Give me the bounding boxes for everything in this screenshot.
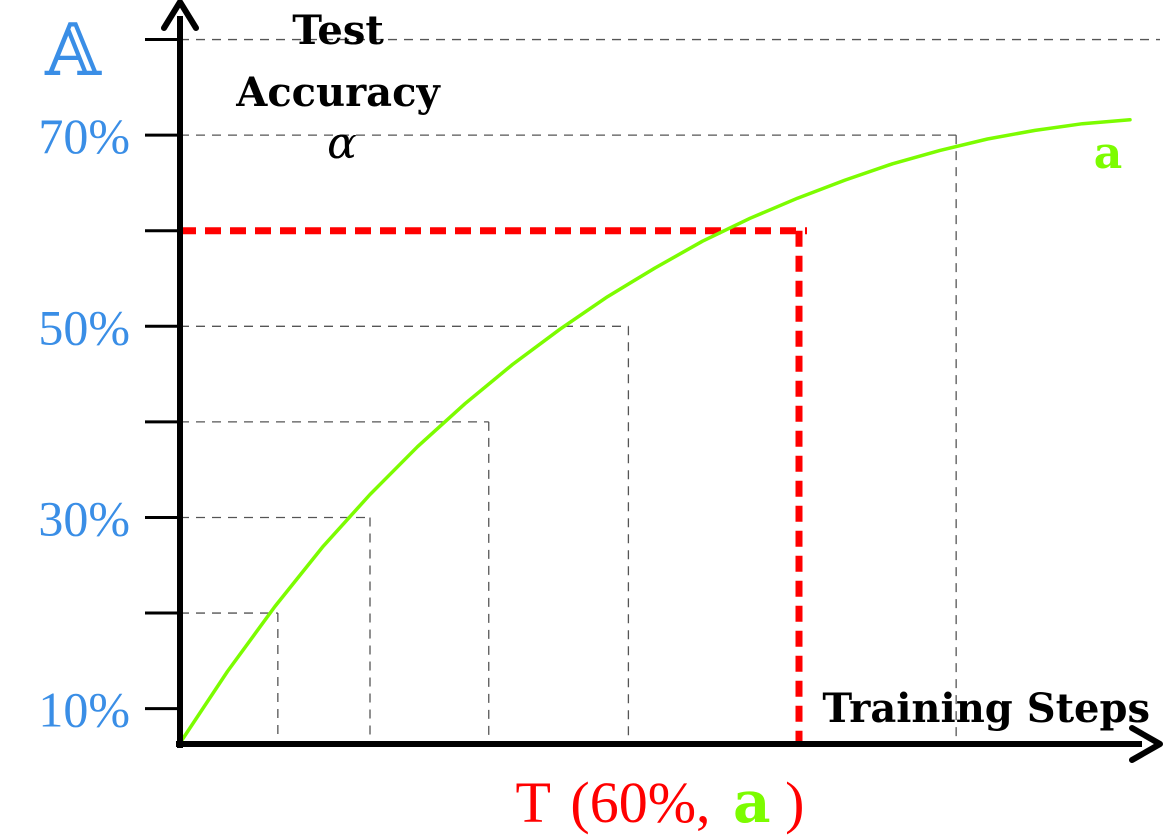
series-line-a: [178, 118, 1132, 745]
series-group: [178, 118, 1132, 745]
series-label-a: a: [1094, 128, 1123, 179]
x-axis-title: Training Steps: [822, 685, 1150, 732]
highlight-label-prefix: T: [516, 770, 551, 835]
highlight-label-suffix: ): [785, 770, 804, 835]
guide-lines: [180, 38, 1160, 744]
highlight-label: T (60%, a ): [516, 768, 805, 836]
y-axis-title-line-2: Accuracy: [235, 69, 441, 116]
y-tick-label-30: 30%: [38, 490, 130, 546]
y-axis-symbol: α: [327, 118, 357, 169]
highlight-lines: [180, 227, 807, 744]
y-axis-arrowhead: [161, 0, 199, 31]
y-tick-label-70: 70%: [38, 108, 130, 164]
y-tick-labels: 10% 30% 50% 70%: [38, 108, 130, 737]
corner-label: 𝔸: [44, 8, 102, 92]
y-axis-title-line-1: Test: [292, 7, 384, 54]
highlight-label-value: (60%,: [570, 770, 710, 835]
y-ticks: [145, 38, 180, 711]
y-tick-label-10: 10%: [38, 682, 130, 738]
x-axis-arrowhead: [1129, 725, 1163, 763]
highlight-label-series: a: [733, 768, 771, 836]
y-tick-label-50: 50%: [38, 299, 130, 355]
